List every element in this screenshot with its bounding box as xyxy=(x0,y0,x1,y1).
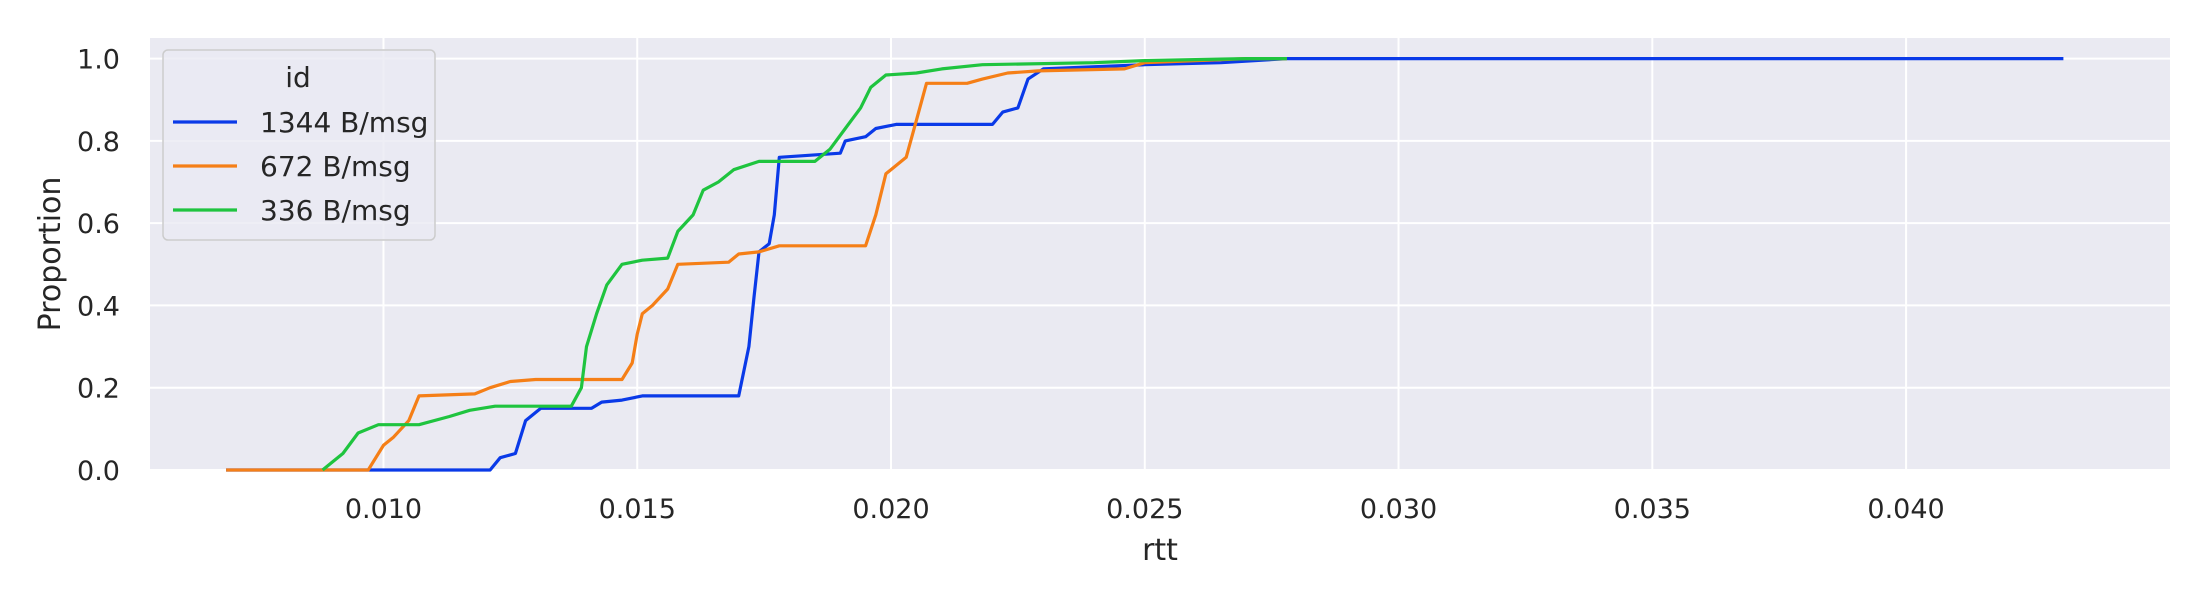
series-line-3 xyxy=(321,57,1287,472)
y-axis-label: Proportion xyxy=(33,177,68,332)
series-lines xyxy=(226,57,2064,472)
y-tick-label: 0.6 xyxy=(77,209,120,240)
x-tick-label: 0.015 xyxy=(599,494,676,525)
x-tick-label: 0.025 xyxy=(1106,494,1183,525)
x-tick-label: 0.020 xyxy=(852,494,929,525)
y-tick-label: 0.8 xyxy=(77,127,120,158)
legend-entry-label: 672 B/msg xyxy=(260,150,411,183)
plot-area xyxy=(150,38,2170,470)
legend-title: id xyxy=(285,61,311,94)
x-tick-label: 0.040 xyxy=(1867,494,1944,525)
series-line-1 xyxy=(226,57,2064,472)
x-tick-label: 0.010 xyxy=(345,494,422,525)
y-axis-ticks: 0.0 0.2 0.4 0.6 0.8 1.0 xyxy=(77,45,120,487)
legend-box xyxy=(162,49,436,241)
legend-entry-label: 336 B/msg xyxy=(260,194,411,227)
x-tick-label: 0.035 xyxy=(1614,494,1691,525)
x-axis-ticks: 0.010 0.015 0.020 0.025 0.030 0.035 0.040 xyxy=(345,494,1945,525)
legend-entry-label: 1344 B/msg xyxy=(260,106,428,139)
x-tick-label: 0.030 xyxy=(1360,494,1437,525)
x-axis-label: rtt xyxy=(1142,533,1178,568)
y-tick-label: 0.2 xyxy=(77,374,120,405)
y-tick-label: 1.0 xyxy=(77,45,120,76)
legend: id 1344 B/msg 672 B/msg 336 B/msg xyxy=(162,49,436,241)
series-line-2 xyxy=(226,57,1287,472)
y-tick-label: 0.4 xyxy=(77,291,120,322)
y-tick-label: 0.0 xyxy=(77,456,120,487)
